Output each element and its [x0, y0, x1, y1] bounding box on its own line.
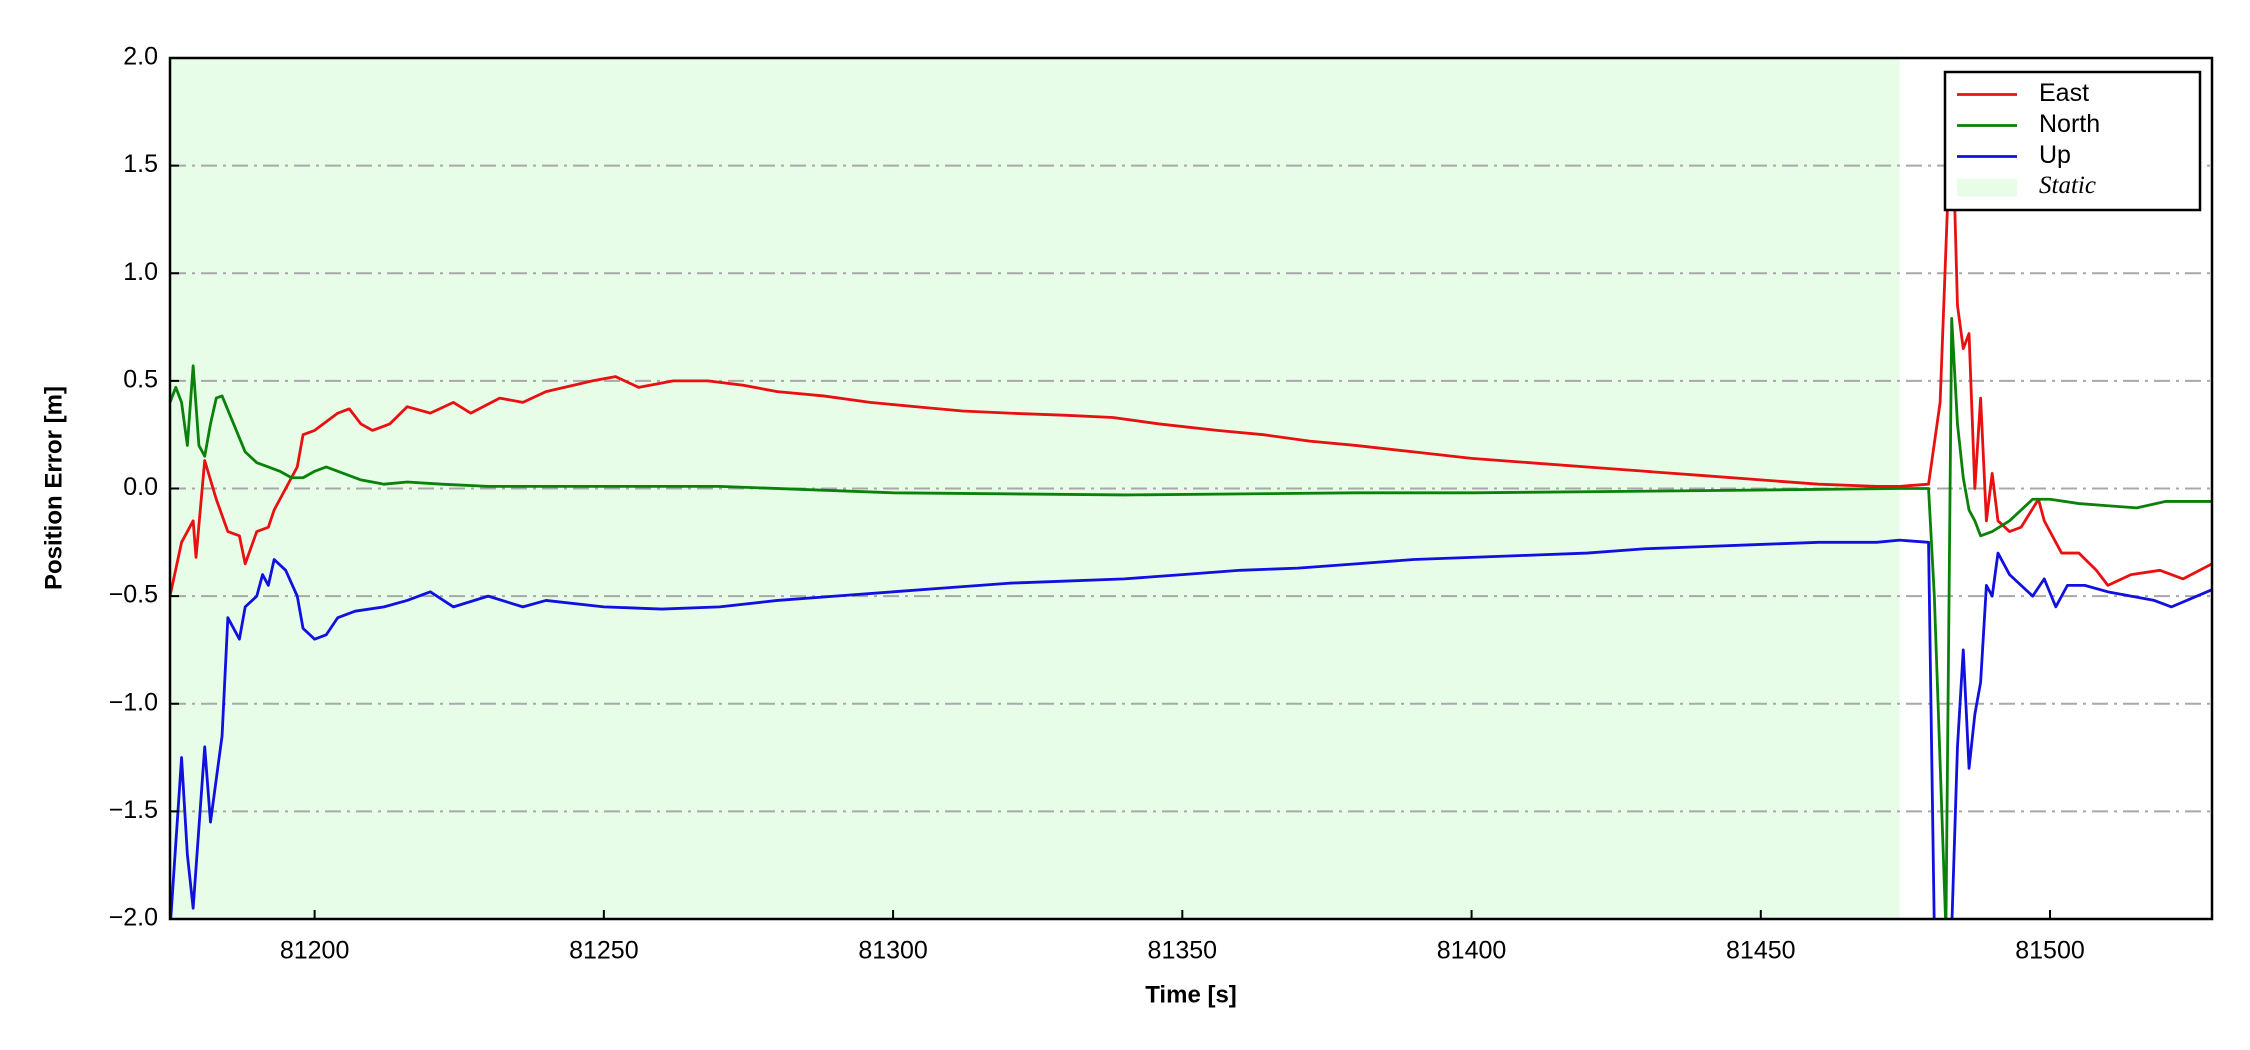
y-tick-label: 2.0 [123, 43, 158, 71]
series-line [170, 538, 2212, 919]
x-axis-title: Time [s] [1145, 981, 1237, 1008]
y-tick-label: 1.0 [123, 258, 158, 286]
legend-label: Up [2039, 141, 2071, 169]
y-tick-label: 1.5 [123, 150, 158, 178]
x-tick-label: 81350 [1148, 937, 1218, 965]
legend-label: Static [2039, 172, 2096, 199]
series-line [170, 317, 2212, 919]
legend-swatch [1957, 178, 2017, 197]
x-tick-label: 81450 [1726, 937, 1796, 965]
y-tick-label: −1.5 [109, 796, 158, 824]
legend-label: East [2039, 79, 2089, 107]
lines-layer [170, 93, 2212, 919]
legend: East North Up Static [1943, 70, 2202, 212]
y-tick-label: −1.0 [109, 688, 158, 716]
y-tick-label: −2.0 [109, 904, 158, 932]
legend-label: North [2039, 110, 2100, 138]
x-tick-label: 81200 [280, 937, 350, 965]
y-tick-label: 0.0 [123, 473, 158, 501]
y-tick-label: −0.5 [109, 581, 158, 609]
series-line [170, 93, 2212, 597]
axes-layer: Time [s] Position Error [m] −2.0 −1.5 −1.0… [40, 43, 2214, 1008]
y-tick-label: 0.5 [123, 365, 158, 393]
y-axis-title: Position Error [m] [40, 386, 67, 590]
x-tick-label: 81500 [2015, 937, 2085, 965]
x-tick-label: 81400 [1437, 937, 1507, 965]
x-tick-label: 81250 [569, 937, 639, 965]
x-tick-label: 81300 [858, 937, 928, 965]
